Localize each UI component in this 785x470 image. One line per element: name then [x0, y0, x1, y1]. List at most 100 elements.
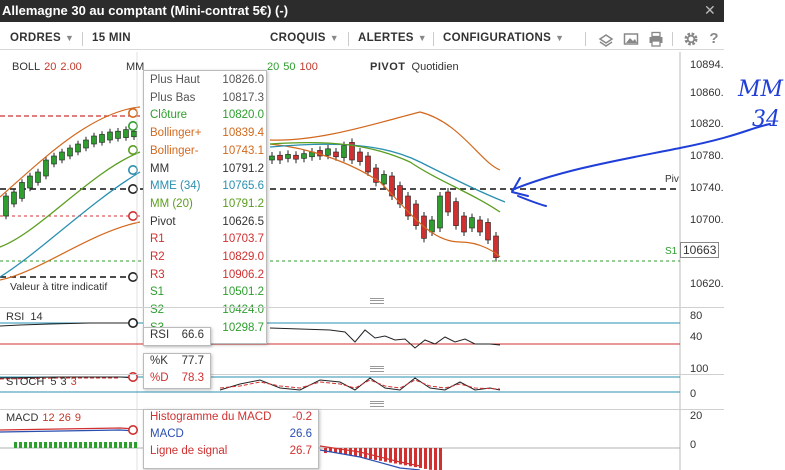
pivot-name: PIVOT [370, 61, 406, 73]
rsi-indicator-label[interactable]: RSI 14 [6, 311, 43, 323]
candle-body [19, 182, 25, 199]
candle-body [67, 147, 73, 157]
stoch-axis-tick: 100 [690, 363, 709, 375]
candle-body [59, 151, 65, 161]
tooltip-row-value: 10906.2 [222, 268, 264, 281]
candle-body [445, 191, 451, 213]
macd-histogram-bar [69, 442, 72, 448]
candle-body [115, 130, 121, 139]
candle-body [493, 235, 499, 258]
orders-menu[interactable]: ORDRES ▼ [10, 32, 74, 44]
cursor-marker [128, 107, 139, 118]
indicative-value-note: Valeur à titre indicatif [10, 281, 108, 293]
macd-hist-row: Histogramme du MACD -0.2 [144, 410, 318, 427]
macd-histogram-bar [134, 442, 137, 448]
tooltip-row-value: 10829.0 [222, 251, 264, 263]
pane-resize-handle[interactable] [370, 366, 384, 372]
stoch-k-label: %K [150, 355, 168, 367]
tooltip-row-value: 10501.2 [222, 286, 264, 299]
price-axis-tick: 10820. [690, 118, 724, 130]
configurations-menu[interactable]: CONFIGURATIONS ▼ [443, 32, 564, 44]
gear-icon[interactable] [683, 31, 699, 47]
tooltip-row-label: R1 [150, 233, 165, 246]
candle-body [349, 142, 355, 161]
macd-name: MACD [6, 412, 39, 424]
candle-body [99, 134, 105, 143]
chart-area[interactable]: BOLL 20 2.00 MM 20 50 100 PIVOT Quotidien 108… [0, 52, 724, 470]
macd-histogram-bar [64, 442, 67, 448]
macd-histogram-bar [329, 448, 332, 453]
candle-body [477, 219, 483, 233]
macd-histogram-bar [74, 442, 77, 448]
sketch-menu[interactable]: CROQUIS ▼ [270, 32, 339, 44]
pane-resize-handle[interactable] [370, 298, 384, 304]
pane-divider [0, 409, 724, 410]
print-icon[interactable] [648, 31, 664, 47]
timeframe-menu[interactable]: 15 MIN [92, 32, 131, 44]
tooltip-row-value: 10703.7 [222, 233, 264, 246]
mm-indicator-prefix: MM [126, 61, 144, 73]
toolbar-divider [433, 32, 434, 46]
close-x-icon[interactable]: ✕ [704, 2, 716, 18]
macd-histogram-bar [389, 448, 392, 463]
macd-line-row: MACD 26.6 [144, 427, 318, 444]
tooltip-row: R3 10906.2 [150, 269, 264, 286]
cursor-marker [128, 272, 139, 283]
macd-histogram-bar [414, 448, 417, 468]
macd-histogram-bar [104, 442, 107, 448]
macd-indicator-label[interactable]: MACD 12 26 9 [6, 412, 81, 424]
candle-body [51, 155, 57, 165]
pane-divider [0, 374, 724, 375]
tooltip-row: Bollinger- 10743.1 [150, 145, 264, 162]
stoch-d-label: %D [150, 372, 169, 384]
macd-histogram-bar [424, 448, 427, 469]
macd-histogram-bar [384, 448, 387, 462]
pane-resize-handle[interactable] [370, 401, 384, 407]
macd-histogram-bar [109, 442, 112, 448]
rsi-tooltip-label: RSI [150, 329, 170, 341]
tooltip-row-label: MM [150, 162, 170, 175]
layers-icon[interactable] [598, 31, 614, 47]
price-axis-tick: 10860. [690, 87, 724, 99]
mm-indicator-label[interactable]: 20 50 100 [267, 61, 318, 73]
toolbar-divider [348, 32, 349, 46]
stoch-indicator-label[interactable]: STOCH 5 3 3 [6, 376, 77, 388]
macd-histogram-bar [29, 442, 32, 448]
tooltip-row-label: Plus Haut [150, 74, 200, 86]
macd-line-label: MACD [150, 428, 184, 440]
macd-histogram-bar [119, 442, 122, 448]
macd-histogram-bar [114, 442, 117, 448]
candle-body [27, 175, 33, 189]
macd-histogram-bar [19, 442, 22, 448]
candle-body [461, 215, 467, 233]
help-icon[interactable]: ? [709, 30, 719, 47]
price-tooltip: Plus Haut 10826.0 Plus Bas 10817.3 Clôture 10… [143, 70, 267, 344]
macd-histogram-bar [99, 442, 102, 448]
macd-histogram-bar [54, 442, 57, 448]
tooltip-row-label: Bollinger+ [150, 127, 202, 140]
chevron-down-icon: ▼ [329, 33, 339, 43]
tooltip-row-label: S1 [150, 286, 165, 299]
toolbar-divider [82, 32, 83, 46]
macd-histogram-bar [419, 448, 422, 469]
tooltip-row: Plus Bas 10817.3 [150, 92, 264, 109]
pivot-indicator-label[interactable]: PIVOT Quotidien [370, 61, 459, 73]
chart-canvas[interactable] [0, 52, 724, 470]
tooltip-row-label: Bollinger- [150, 144, 199, 157]
candle-body [357, 151, 363, 162]
s1-line-tag: S1 [665, 246, 678, 257]
boll-deviation: 2.00 [60, 61, 82, 73]
sketch-menu-label: CROQUIS [270, 32, 326, 44]
rsi-cursor-marker [128, 317, 139, 328]
image-icon[interactable] [623, 31, 639, 47]
current-price-tag: 10663 [680, 242, 720, 258]
tooltip-row-label: S2 [150, 304, 165, 317]
boll-indicator-label[interactable]: BOLL 20 2.00 [12, 61, 82, 73]
candle-body [365, 155, 371, 173]
alerts-menu[interactable]: ALERTES ▼ [358, 32, 427, 44]
stoch-k-value: 77.7 [181, 355, 204, 367]
rsi-tooltip: RSI 66.6 [143, 327, 211, 346]
tooltip-row-value: 10743.1 [222, 144, 264, 157]
macd-histogram-bar [334, 448, 337, 453]
mm-period-1: 20 [267, 61, 280, 73]
